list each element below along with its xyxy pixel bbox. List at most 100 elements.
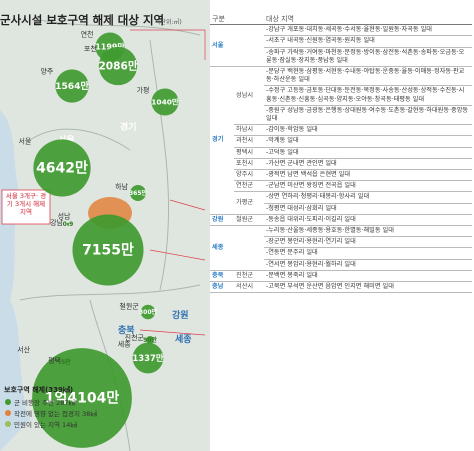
bubble [33, 139, 91, 197]
header-cell: 구분 [210, 14, 264, 26]
region-label: 경기 [120, 121, 137, 133]
bubble-value: 1억4104만 [45, 391, 120, 407]
bubble-value: 1337만 [132, 353, 163, 363]
bubble-name: 연천 [81, 29, 94, 38]
legend-item: 군 비행장 주변 287㎢ [14, 398, 75, 407]
legend-item: 작전에 영향 없는 접경지 38㎢ [14, 409, 97, 418]
region-label: 강원 [172, 309, 189, 321]
area-cell: -막계동 일대 [264, 135, 472, 148]
bubble-value: 365만 [129, 189, 148, 197]
map: 군사시설 보호구역 해제 대상 지역 (단위:㎡) 서울 3개구· 경기 3개시… [0, 0, 210, 451]
bubble [146, 336, 154, 344]
table: 구분 대상 지역 서울 -강남구 개포동·대치동·세곡동·수서동·율현동·일원동·자곡… [210, 14, 472, 294]
legend-swatch [5, 410, 11, 416]
area-cell: -가산면 군내면 관인면 일대 [264, 158, 472, 171]
region-cell: 서울 [210, 24, 234, 68]
bubble [64, 360, 68, 364]
bubble-name: 평택 [48, 356, 61, 365]
district-cell: 서산시 [234, 281, 264, 294]
bubble-value: 4642만 [36, 161, 88, 177]
area-cell: -고북면 부석면 운산면 음암면 인지면 해미면 일대 [264, 281, 472, 294]
area-cell: -강남구 개포동·대치동·세곡동·수서동·율현동·일원동·자곡동 일대 [264, 24, 472, 37]
area-cell: -동송읍 대위리·도피리·이길리 일대 [264, 214, 472, 227]
district-cell: 연천군 [234, 180, 264, 193]
table-row: -연동면 문주리 일대 [210, 247, 472, 260]
bubble-name: 서산 [17, 345, 30, 354]
district-cell: 양주시 [234, 169, 264, 182]
area-cell: -감이동·학암동 일대 [264, 124, 472, 137]
connector [130, 29, 206, 336]
district-cell: 성남시 [234, 66, 264, 126]
area-cell: -연동면 문주리 일대 [264, 247, 472, 260]
bubble-name: 포천 [84, 44, 97, 53]
district-cell [234, 24, 264, 68]
bubble-name: 성남 [58, 211, 71, 220]
table-row: -중원구 성남동·금광동·은행동·상대원동·여수동·도촌동·갈현동·하대원동·중… [210, 105, 472, 126]
district-cell: 가평군 [234, 191, 264, 215]
title: 군사시설 보호구역 해제 대상 지역 [0, 13, 164, 27]
header-cell: 대상 지역 [264, 14, 472, 26]
district-cell [234, 225, 264, 271]
table-row: -연서면 봉암리·용현리·월하리 일대 [210, 259, 472, 271]
bubble-value: 1564만 [55, 80, 89, 92]
bubble-value: 2086만 [98, 60, 137, 73]
boundary [19, 19, 201, 451]
district-cell: 포천시 [234, 158, 264, 171]
table-row: 서울 -강남구 개포동·대치동·세곡동·수서동·율현동·일원동·자곡동 일대 [210, 24, 472, 68]
legend-title: 보호구역 해제(339㎢) [4, 385, 73, 394]
bubble-name: 하남 [115, 182, 128, 191]
table-row: 과천시 -막계동 일대 [210, 135, 472, 148]
region-cell: 경기 [210, 66, 234, 215]
area-cell: -고덕동 일대 [264, 147, 472, 159]
bubble-name: 진천군 [125, 333, 145, 342]
bubble-name: 서울 [18, 136, 31, 145]
region-cell: 충북 [210, 270, 234, 283]
bubble-value: 0.9 [63, 221, 74, 228]
area-cell: -수정구 고등동·금토동·단대동·둔전동·복정동·사송동·산성동·상적동·수진동… [264, 85, 472, 106]
bubble [32, 348, 132, 448]
table-row: 가평군 -상면 연하리·청평리·태봉리·항사리 일대 [210, 191, 472, 215]
unit: (단위:㎡) [158, 18, 182, 26]
area-cell: -분당구 백현동·삼평동·서현동·수내동·야탑동·운중동·율동·이매동·정자동·… [264, 66, 472, 87]
bubble-name: 철원군 [119, 302, 139, 311]
area-cell: -서초구 내곡동·신원동·염곡동·원지동 일대 [264, 35, 472, 48]
bubble-value: 7155만 [82, 243, 134, 259]
table-row: 경기 성남시 -분당구 백현동·삼평동·서현동·수내동·야탑동·운중동·율동·이매동… [210, 66, 472, 215]
legend-item: 민원이 있는 지역 14㎢ [14, 420, 77, 429]
area-cell: -누리동·산울동·세종동·용호동·한별동·해밀동 일대 [264, 225, 472, 238]
area-cell: -상면 연하리·청평리·태봉리·항사리 일대 [264, 191, 472, 204]
callout-box [1, 189, 51, 225]
area-cell: -송파구 가락동·거여동·마천동·문정동·방이동·삼전동·석촌동·송파동·오금동… [264, 47, 472, 68]
table-row: 하남시 -감이동·학암동 일대 [210, 124, 472, 137]
legend-swatch [5, 399, 11, 405]
region-cell: 강원 [210, 214, 234, 227]
table-row: -청평면 대성리·삼회리 일대 [210, 203, 472, 215]
area-cell: -중원구 성남동·금광동·은행동·상대원동·여수동·도촌동·갈현동·하대원동·중… [264, 105, 472, 126]
bubble-value: 1040만 [151, 96, 179, 106]
district-cell: 하남시 [234, 124, 264, 137]
callout-text: 서울 3개구· 경기 3개시 해제 지역 [5, 192, 47, 216]
region-label: 세종 [175, 333, 192, 345]
bubble-value: 90만 [143, 336, 157, 344]
area-cell: -청평면 대성리·삼회리 일대 [264, 203, 472, 215]
area-cell: -연서면 봉암리·용현리·월하리 일대 [264, 259, 472, 271]
bubble [132, 342, 164, 374]
bubble-value: 5만 [61, 358, 71, 366]
bubble-name: 세종 [118, 340, 131, 349]
area-cell: -문백면 봉죽리 일대 [264, 270, 472, 283]
table-row: 강원 철원군 -동송읍 대위리·도피리·이길리 일대 [210, 214, 472, 227]
table-row: 평택시 -고덕동 일대 [210, 147, 472, 159]
region-label: 충북 [118, 324, 135, 336]
district-cell: 진천군 [234, 270, 264, 283]
table-row: 충남 서산시 -고북면 부석면 운산면 음암면 인지면 해미면 일대 [210, 281, 472, 294]
region-cell: 충남 [210, 281, 234, 294]
table-row: 연천군 -군남면 미산면 왕징면 전곡읍 일대 [210, 180, 472, 193]
bubble-name: 가평 [137, 85, 150, 94]
bubble [72, 214, 144, 286]
area-cell: -장군면 봉안리·용현리·연기리 일대 [264, 236, 472, 249]
header-row: 구분 대상 지역 [210, 14, 472, 26]
bubble-value: 1199만 [95, 42, 125, 52]
table-row: 포천시 -가산면 군내면 관인면 일대 [210, 158, 472, 171]
